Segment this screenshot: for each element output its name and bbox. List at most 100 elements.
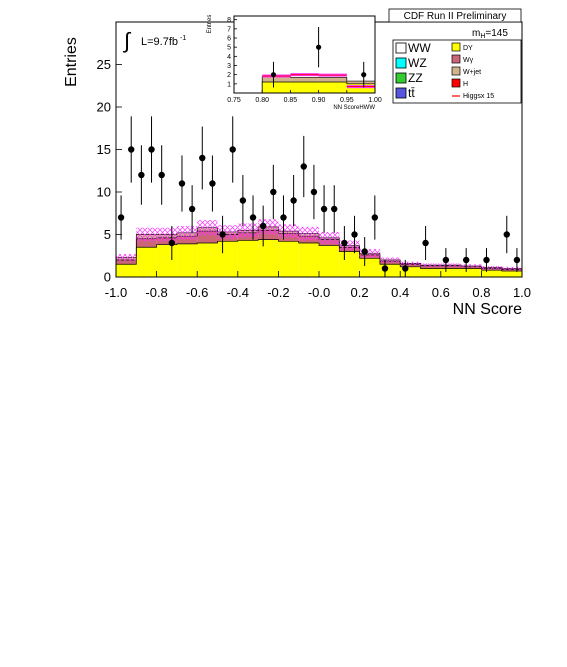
main-uncertainty-band-16 [440, 263, 462, 267]
inset-x-tick-label-3: 0.90 [312, 97, 326, 104]
main-data-point-28 [422, 239, 429, 247]
legend-swatch-tt [395, 87, 407, 99]
main-data-point-15 [270, 188, 277, 196]
inset-bar-wjet-4 [346, 81, 375, 84]
main-bar-wgamma-1 [136, 238, 157, 248]
main-data-point-11 [229, 146, 236, 153]
legend-swatch-wz [395, 57, 407, 69]
legend-swatch-wgamma [451, 54, 461, 64]
main-bar-wgamma-14 [400, 264, 421, 267]
main-outline-dy [116, 239, 522, 272]
inset-y-axis-label: Entries [207, 15, 213, 34]
main-data-point-22 [341, 239, 348, 247]
legend-label-tt: tt̄ [408, 86, 415, 100]
main-uncertainty-band-1 [136, 227, 157, 242]
inset-y-tick-label-3: 4 [227, 54, 231, 61]
main-bar-wgamma-0 [116, 260, 137, 265]
main-bar-wgamma-13 [379, 261, 401, 265]
main-bar-wgamma-19 [501, 269, 522, 272]
main-x-tick-label-9: 0.8 [472, 285, 490, 300]
main-data-point-5 [168, 239, 176, 247]
main-data-point-23 [351, 231, 358, 238]
legend-label-h: H [463, 81, 468, 88]
main-x-tick-label-1: -0.8 [145, 285, 167, 300]
inset-y-tick-label-7: 8 [227, 17, 231, 24]
main-uncertainty-band-9 [298, 226, 319, 241]
inset-x-tick-label-5: 1.00 [368, 97, 382, 104]
main-data-point-24 [361, 248, 368, 255]
main-uncertainty-band-12 [359, 248, 380, 258]
legend-swatch-h [451, 78, 461, 88]
inset-y-tick-label-4: 5 [227, 45, 231, 52]
main-data-point-4 [158, 171, 165, 179]
legend-label-wgamma: Wγ [463, 57, 474, 64]
main-uncertainty-band-11 [339, 240, 360, 251]
main-x-tick-label-3: -0.4 [227, 285, 249, 300]
main-x-tick-label-6: 0.2 [351, 285, 369, 300]
main-bar-dy-17 [461, 268, 482, 277]
inset-bar-dy-2 [290, 82, 319, 93]
main-bar-dy-5 [217, 241, 238, 277]
main-data-point-21 [331, 205, 338, 213]
main-bar-dy-11 [339, 251, 360, 277]
main-y-tick-label-5: 25 [97, 57, 111, 72]
main-uncertainty-band-4 [197, 220, 218, 236]
main-data-point-10 [219, 231, 226, 238]
main-data-point-29 [442, 256, 450, 264]
main-data-point-30 [462, 256, 470, 264]
inset-bar-wjet-2 [290, 77, 319, 82]
main-data-point-16 [280, 214, 287, 221]
main-y-tick-label-4: 20 [97, 100, 111, 115]
experiment-label-box [388, 8, 522, 23]
main-data-point-27 [402, 265, 409, 272]
main-data-point-1 [128, 146, 135, 153]
main-data-point-18 [300, 163, 307, 170]
main-bar-dy-0 [116, 264, 137, 277]
inset-x-tick-label-1: 0.80 [255, 97, 269, 104]
main-uncertainty-band-8 [278, 224, 299, 238]
legend-label-zz: ZZ [408, 71, 423, 85]
legend-label-wjet: W+jet [463, 69, 481, 76]
main-data-point-31 [483, 256, 490, 264]
main-data-point-8 [199, 154, 206, 162]
main-bar-dy-3 [176, 243, 198, 277]
main-bar-dy-14 [400, 266, 421, 277]
main-y-tick-label-2: 10 [97, 185, 111, 200]
main-uncertainty-band-17 [461, 264, 482, 268]
main-data-point-3 [148, 146, 155, 153]
main-data-point-17 [290, 197, 297, 204]
main-bar-dy-18 [481, 270, 502, 277]
inset-bar-wjet-1 [262, 76, 291, 82]
legend-label-signal_line: Higgsx 15 [463, 93, 494, 100]
luminosity-exponent: -1 [180, 35, 186, 42]
inset-x-axis-label: NN ScoreHWW [333, 105, 375, 111]
inset-frame-outline [233, 15, 376, 94]
main-bar-dy-1 [136, 247, 157, 277]
main-bar-dy-2 [156, 244, 177, 277]
main-data-point-32 [503, 231, 510, 238]
main-x-tick-label-0: -1.0 [105, 285, 127, 300]
inset-x-tick-label-4: 0.95 [340, 97, 354, 104]
legend-swatch-dy [451, 42, 461, 52]
inset-data-point-1 [316, 44, 322, 50]
inset-bar-dy-1 [262, 82, 291, 93]
main-uncertainty-band-6 [237, 223, 259, 238]
main-data-point-13 [249, 214, 257, 221]
inset-y-tick-label-6: 7 [227, 26, 231, 33]
main-x-tick-label-4: -0.2 [267, 285, 289, 300]
main-data-point-19 [310, 188, 318, 196]
main-bar-dy-19 [501, 271, 522, 277]
main-bar-dy-15 [420, 268, 441, 277]
main-bar-dy-12 [359, 258, 380, 277]
main-y-tick-label-3: 15 [97, 142, 111, 157]
main-x-tick-label-10: 1.0 [513, 285, 531, 300]
main-bar-wgamma-4 [197, 231, 218, 243]
legend-label-dy: DY [463, 45, 473, 52]
main-bar-wgamma-15 [420, 265, 441, 269]
main-bar-dy-9 [298, 243, 319, 277]
inset-x-tick-label-2: 0.85 [284, 97, 298, 104]
main-data-point-9 [209, 180, 216, 187]
luminosity-text: L=9.7fb [141, 36, 178, 48]
